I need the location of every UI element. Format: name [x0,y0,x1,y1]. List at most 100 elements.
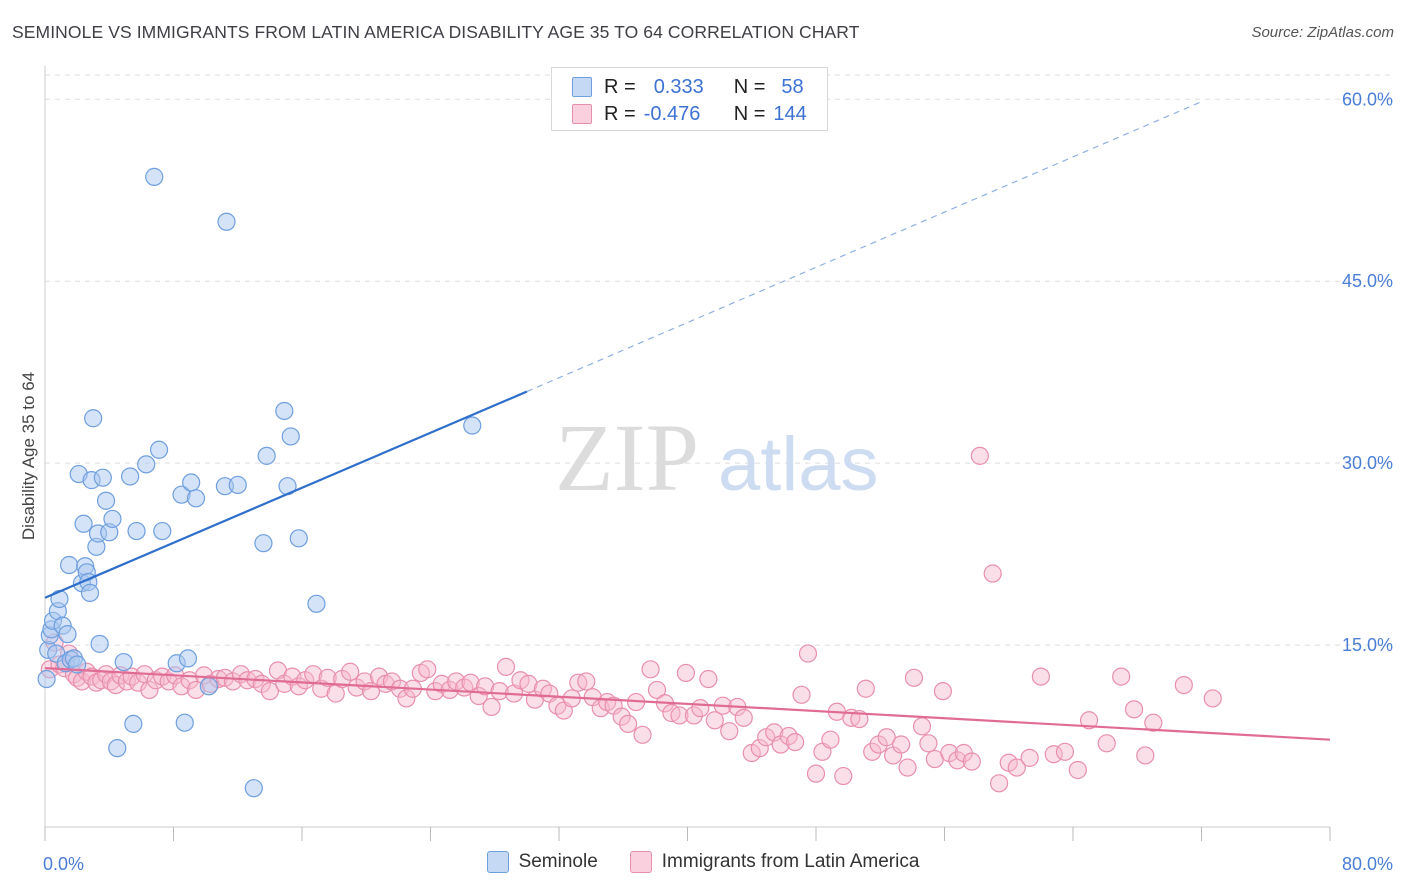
latin-america-point-126 [898,758,917,777]
seminole-point-55 [281,427,300,446]
seminole-point-27 [93,468,112,487]
seminole-point-33 [121,467,140,486]
latin-america-point-59 [418,660,437,679]
latin-america-point-125 [892,735,911,754]
latin-america-point-110 [786,732,805,752]
y-axis-label: Disability Age 35 to 64 [19,372,38,540]
n-value: 144 [773,102,807,125]
latin-america-point-131 [933,682,952,701]
r-label: R = [604,75,636,98]
latin-america-point-89 [633,725,652,744]
latin-america-point-56 [397,689,416,708]
series-legend: Seminole Immigrants from Latin America [0,851,1406,873]
latin-america-point-69 [490,682,509,701]
latin-america-point-150 [1136,746,1155,765]
r-value: -0.476 [643,102,701,125]
seminole-point-51 [254,534,273,553]
latin-america-point-113 [806,764,826,783]
seminole-legend-swatch [486,851,509,873]
latin-america-point-144 [1055,742,1075,761]
r-value: 0.333 [653,75,704,98]
latin-america-point-143 [1044,745,1063,764]
latin-america-point-127 [904,668,924,687]
latin-america-point-142 [1031,667,1050,686]
latin-america-point-138 [990,774,1009,793]
watermark-atlas: atlas [718,422,879,507]
seminole-point-38 [149,440,169,459]
r-label: R = [604,102,636,125]
seminole-point-58 [463,416,482,435]
seminole-point-50 [244,779,263,798]
n-value: 58 [781,75,804,98]
latin-america-point-101 [720,722,739,741]
latin-america-point-141 [1020,748,1039,767]
latin-america-point-99 [705,711,724,730]
latin-america-point-152 [1174,675,1193,695]
latin-america-point-9 [82,667,101,686]
seminole-point-28 [96,491,116,510]
latin-america-point-115 [821,730,840,749]
seminole-point-46 [199,677,218,696]
seminole-point-32 [114,652,133,672]
seminole-point-11 [59,555,79,575]
latin-america-point-136 [970,446,989,465]
latin-america-point-121 [863,742,882,761]
latin-america-point-120 [856,679,875,698]
latin-america-point-86 [612,707,631,726]
seminole-point-0 [37,669,56,689]
seminole-point-53 [275,401,294,421]
seminole-point-56 [289,529,308,548]
latin-america-point-98 [699,669,718,689]
latin-america-point-97 [691,699,710,718]
latin-america-point-95 [676,663,695,683]
n-label: N = [733,75,766,98]
seminole-point-34 [124,714,143,734]
seminole-trend-extension [526,101,1202,393]
latin-america-point-146 [1079,711,1099,730]
n-label: N = [733,102,766,125]
latin-america-point-81 [577,672,596,691]
latin-america-point-91 [647,680,667,700]
seminole-legend-label: Seminole [518,851,598,872]
latin-america-legend-swatch [629,851,652,873]
latin-america-point-87 [618,714,638,734]
latin-america-point-135 [962,752,981,771]
seminole-point-57 [307,594,326,613]
y-tick-label-0: 15.0% [1342,635,1393,655]
latin-america-point-112 [798,644,818,663]
latin-america-point-111 [792,685,811,704]
latin-america-point-103 [734,708,753,727]
latin-america-point-140 [1007,758,1026,777]
trend-lines [44,101,1331,741]
seminole-trend-line [44,390,528,599]
seminole-point-23 [84,409,103,428]
legend-item-latin-america: Immigrants from Latin America [629,851,920,873]
latin-america-point-105 [750,739,769,758]
latin-america-point-73 [519,674,538,693]
latin-america-point-7 [72,672,92,691]
latin-america-trend-line [44,667,1331,741]
seminole-point-17 [74,514,93,533]
seminole-point-37 [145,167,164,186]
seminole-point-43 [178,649,198,668]
x-tick-label-1: 80.0% [1342,854,1393,874]
latin-america-legend-label: Immigrants from Latin America [661,851,920,872]
grid-lines [45,74,1395,646]
seminole-point-21 [80,583,100,603]
latin-america-point-94 [670,706,689,725]
latin-america-point-129 [919,734,938,753]
watermark-zip: ZIP [555,404,699,511]
latin-america-swatch [572,104,592,124]
latin-america-point-20 [140,680,159,700]
seminole-point-31 [108,739,127,758]
latin-america-point-37 [260,682,279,701]
seminole-point-35 [127,521,146,541]
seminole-point-44 [182,473,201,492]
latin-america-point-68 [482,697,501,717]
latin-america-point-90 [641,660,660,679]
latin-america-point-96 [684,706,704,725]
series-latin-america-points [40,446,1222,793]
latin-america-point-148 [1112,667,1131,686]
seminole-point-10 [58,625,77,644]
